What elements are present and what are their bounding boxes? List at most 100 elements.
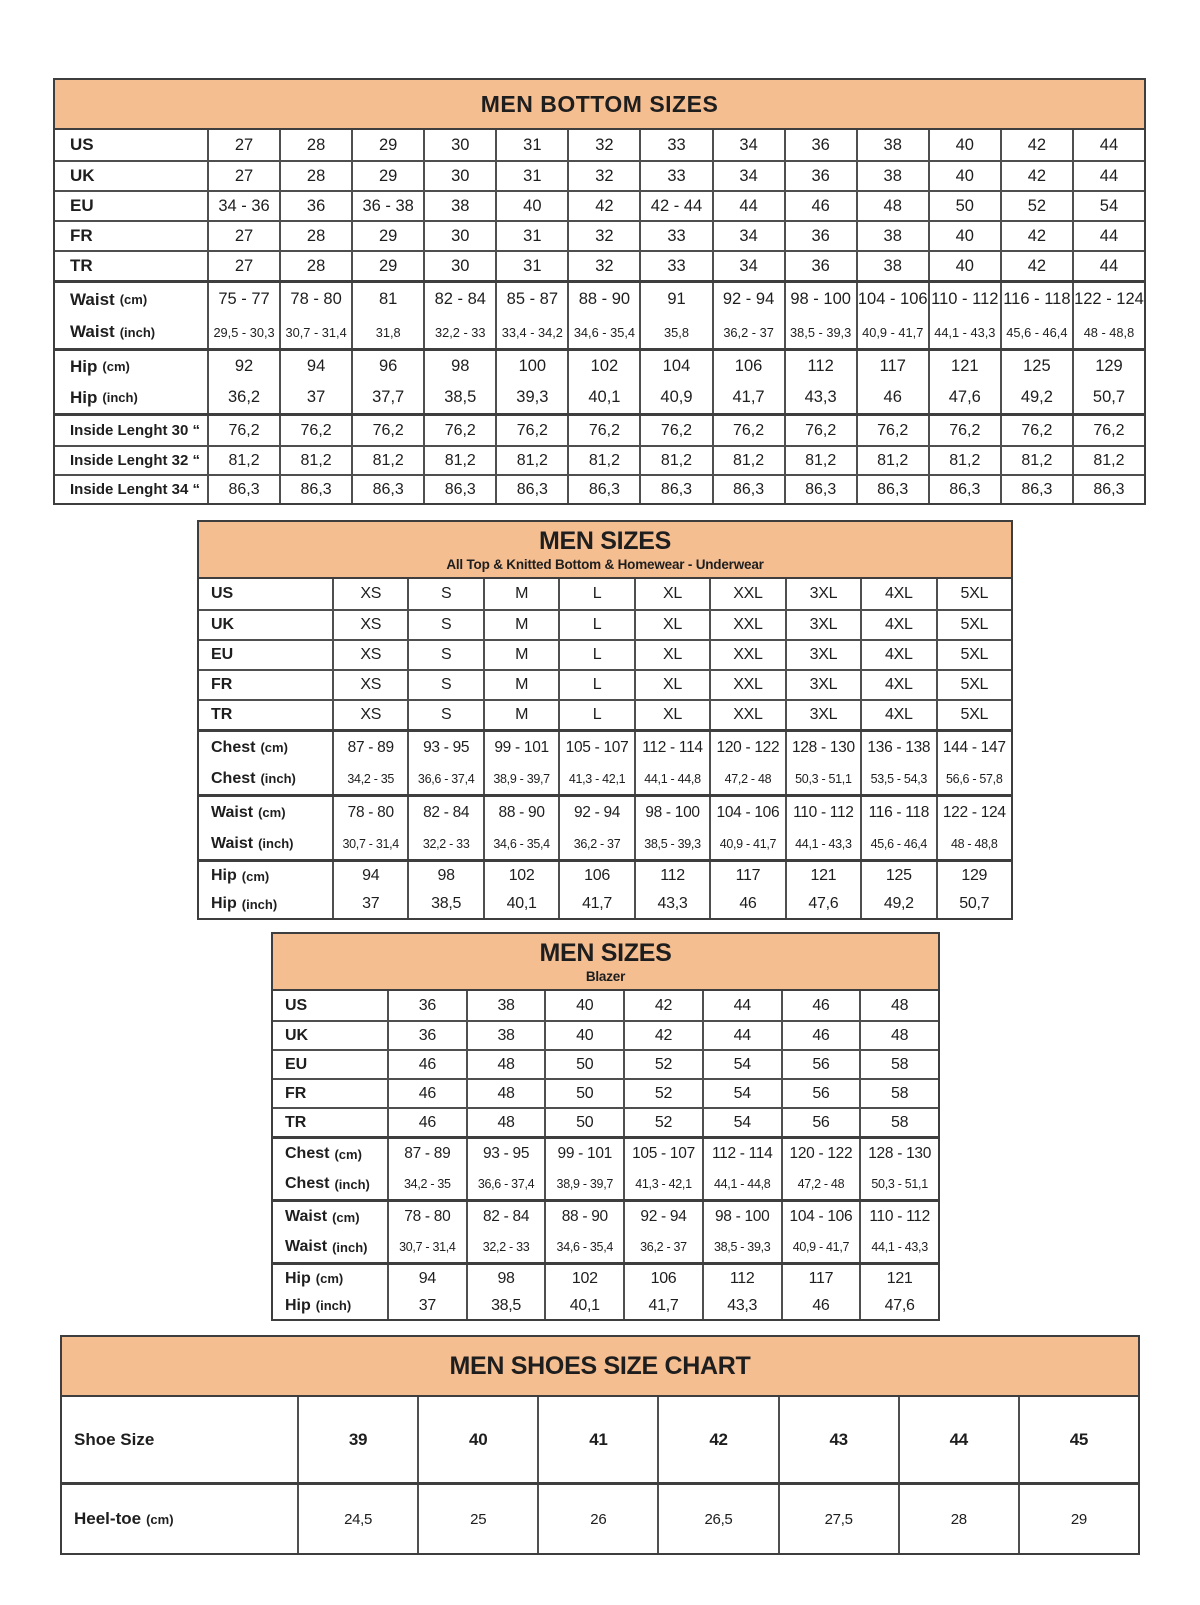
table-cell: 40,1: [544, 1292, 623, 1319]
table-cell: 44,1 - 43,3: [784, 828, 860, 859]
row-label: Hip (cm): [273, 1265, 387, 1292]
table-cell: 33: [639, 130, 711, 160]
table-cell: 50: [927, 192, 1000, 220]
table-cell: 110 - 112: [784, 797, 860, 828]
table-cell: 56: [780, 1109, 860, 1136]
table-cell: 86,3: [567, 476, 639, 503]
row-label-text: Heel-toe: [74, 1509, 142, 1528]
men-bottom-sizes-section: US 27 28 29 30 31 32 33 34 36 38 40 42 44 UK 27 28 29 30 31…: [55, 130, 1144, 280]
table-cell: 29: [1017, 1485, 1138, 1553]
table-cell: 31: [495, 252, 567, 280]
table-cell: 86,3: [423, 476, 495, 503]
table-cell: 47,6: [927, 382, 1000, 413]
table-cell: 34: [711, 222, 784, 250]
table-cell: 76,2: [1071, 416, 1144, 445]
table-cell: 32,2 - 33: [465, 1232, 545, 1262]
table-cell: 29,5 - 30,3: [207, 316, 279, 348]
row-label: Hip (inch): [199, 890, 332, 918]
row-label: FR: [55, 222, 207, 250]
table-cell: 81,2: [999, 447, 1072, 474]
table-cell: 56: [780, 1080, 860, 1107]
men-bottom-sizes-section: Waist (cm) 75 - 77 78 - 80 81 82 - 84 85 - 87 8…: [55, 280, 1144, 348]
table-cell: 56,6 - 57,8: [935, 763, 1011, 794]
table-cell: 3XL: [784, 641, 860, 669]
table-cell: S: [407, 579, 482, 609]
table-cell: 4XL: [860, 641, 935, 669]
men-sizes-tops-title: MEN SIZES: [538, 527, 672, 555]
table-cell: 54: [1071, 192, 1144, 220]
row-label-unit: (inch): [260, 771, 296, 786]
table-cell: 125: [999, 351, 1072, 382]
table-cell: 40: [927, 130, 1000, 160]
table-cell: 27: [207, 252, 279, 280]
table-cell: 116 - 118: [860, 797, 935, 828]
table-cell: L: [558, 611, 633, 639]
table-cell: 76,2: [999, 416, 1072, 445]
table-cell: 76,2: [855, 416, 928, 445]
row-label: Chest (inch): [273, 1169, 387, 1199]
table-cell: L: [558, 701, 633, 729]
row-label-text: Inside Lenght 34 “: [70, 481, 201, 498]
row-label-text: Waist: [285, 1238, 328, 1255]
table-cell: 37: [387, 1292, 466, 1319]
table-cell: 43: [777, 1397, 898, 1482]
table-cell: 128 - 130: [859, 1139, 938, 1169]
table-cell: 85 - 87: [495, 283, 567, 316]
row-label-unit: (cm): [241, 868, 270, 884]
table-cell: 38: [855, 222, 928, 250]
table-row: TR XS S M L XL XXL 3XL 4XL 5XL: [199, 699, 1011, 729]
row-label: FR: [199, 671, 332, 699]
row-label-text: Shoe Size: [74, 1429, 155, 1449]
table-row: Hip (inch) 37 38,5 40,1 41,7 43,3 46 47,6 49,2 50,…: [199, 890, 1011, 918]
table-cell: 128 - 130: [784, 732, 860, 763]
table-cell: 30,7 - 31,4: [387, 1232, 466, 1262]
table-cell: 48 - 48,8: [1071, 316, 1144, 348]
table-cell: 44: [897, 1397, 1018, 1482]
row-label-text: UK: [285, 1026, 309, 1044]
table-cell: 105 - 107: [623, 1139, 702, 1169]
table-row: UK XS S M L XL XXL 3XL 4XL 5XL: [199, 609, 1011, 639]
table-row: Hip (inch) 36,2 37 37,7 38,5 39,3 40,1 40,9 41,7 4…: [55, 382, 1144, 413]
table-cell: 102: [482, 862, 558, 890]
table-row: Waist (inch) 30,7 - 31,4 32,2 - 33 34,6 - 35…: [273, 1232, 938, 1262]
table-cell: 54: [701, 1051, 781, 1078]
table-cell: 4XL: [860, 579, 935, 609]
row-label-text: Hip: [285, 1296, 311, 1314]
row-label: Waist (inch): [55, 316, 207, 348]
table-cell: 41,7: [623, 1292, 702, 1319]
table-cell: 43,3: [701, 1292, 781, 1319]
table-cell: 117: [855, 351, 928, 382]
table-cell: 75 - 77: [207, 283, 279, 316]
table-cell: 27,5: [777, 1485, 898, 1553]
table-cell: 40: [495, 192, 567, 220]
table-cell: 27: [207, 130, 279, 160]
table-cell: 32: [567, 162, 639, 190]
table-cell: 32,2 - 33: [407, 828, 482, 859]
table-cell: 36 - 38: [351, 192, 423, 220]
table-cell: XS: [332, 671, 407, 699]
table-cell: 45: [1017, 1397, 1138, 1482]
row-label-text: TR: [70, 256, 93, 275]
row-label-text: Waist: [211, 803, 254, 821]
men-sizes-blazer-subtitle: Blazer: [585, 969, 626, 984]
table-cell: 86,3: [207, 476, 279, 503]
table-cell: 88 - 90: [482, 797, 558, 828]
table-cell: 104 - 106: [855, 283, 928, 316]
row-label-text: UK: [211, 616, 235, 633]
row-label-unit: (inch): [119, 324, 156, 340]
table-cell: M: [482, 641, 558, 669]
table-cell: S: [407, 611, 482, 639]
table-cell: 42: [999, 252, 1072, 280]
men-sizes-blazer-table: MEN SIZES Blazer US 36 38 40 42 44 46 48 UK 36 38 40 4…: [271, 932, 940, 1321]
row-label-unit: (cm): [315, 1271, 344, 1286]
table-cell: 86,3: [495, 476, 567, 503]
table-cell: 37,7: [351, 382, 423, 413]
table-cell: 36: [783, 222, 856, 250]
men-bottom-sizes-title: MEN BOTTOM SIZES: [480, 90, 719, 117]
table-cell: 35,8: [639, 316, 711, 348]
men-shoes-size-chart-title: MEN SHOES SIZE CHART: [449, 1351, 751, 1380]
table-cell: 117: [709, 862, 784, 890]
table-cell: 28: [279, 252, 351, 280]
men-sizes-tops-section: US XS S M L XL XXL 3XL 4XL 5XL UK XS S M L XL XXL 3XL 4XL 5…: [199, 579, 1011, 729]
